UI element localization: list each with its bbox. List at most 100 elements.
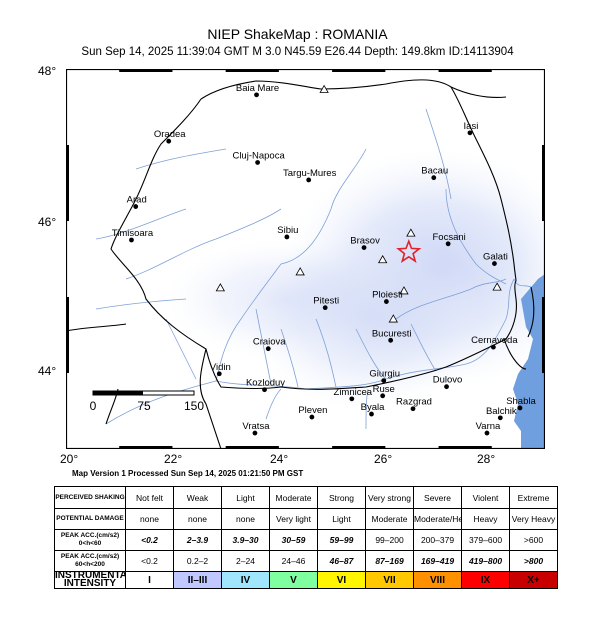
city-dot xyxy=(306,177,312,183)
legend-row-damage: POTENTIAL DAMAGE none none none Very lig… xyxy=(54,508,558,530)
city-label: Ploiesti xyxy=(372,290,403,301)
city-dot xyxy=(349,396,355,402)
intensity-shading xyxy=(166,239,406,359)
city-dot xyxy=(388,337,394,343)
city-dot xyxy=(252,430,258,436)
legend-cell: <0.2 xyxy=(125,550,174,572)
legend-cell: >600 xyxy=(509,529,558,551)
star-icon xyxy=(396,238,422,263)
legend-row-intensity: INSTRUMENTAL INTENSITY I II–III IV V VI … xyxy=(54,571,558,589)
scale-bar: 0 75 150 xyxy=(90,390,204,413)
shakemap: Baia Mare Oradea Iasi Cluj-Napoca Targu-Mure… xyxy=(66,69,545,449)
scale-label: 0 xyxy=(90,399,97,413)
legend-cell: Moderate xyxy=(269,486,318,509)
station-triangle-icon xyxy=(295,267,305,276)
city-label: Bucuresti xyxy=(372,328,412,339)
intensity-cell: VIII xyxy=(413,571,462,589)
city-dot xyxy=(410,406,416,412)
rivers xyxy=(95,108,545,430)
station-triangle-icon xyxy=(399,286,409,295)
event-info: Sun Sep 14, 2025 11:39:04 GMT M 3.0 N45.… xyxy=(81,46,514,58)
frame-tick xyxy=(225,69,279,72)
legend-cell: Weak xyxy=(173,486,222,509)
city-dot xyxy=(255,160,260,165)
city-label: Pleven xyxy=(298,405,327,416)
intensity-legend: PERCEIVED SHAKING Not felt Weak Light Mo… xyxy=(54,486,558,589)
legend-cell: 169–419 xyxy=(413,550,462,572)
city-dot xyxy=(369,411,374,417)
legend-cell: 30–59 xyxy=(269,529,318,551)
city-dot xyxy=(322,305,328,311)
city-label: Ruse xyxy=(373,384,395,395)
intensity-cell: IX xyxy=(461,571,510,589)
legend-cell: 24–46 xyxy=(269,550,318,572)
city-dot xyxy=(361,245,367,251)
city-dot xyxy=(490,344,496,350)
city-dot xyxy=(129,237,134,243)
city-label: Shabla xyxy=(506,396,536,407)
version-info: Map Version 1 Processed Sun Sep 14, 2025… xyxy=(72,469,304,478)
lat-label: 46° xyxy=(38,215,57,229)
scale-label: 150 xyxy=(184,399,204,413)
city-dot xyxy=(284,234,290,240)
city-dot xyxy=(383,299,389,304)
intensity-cell: VII xyxy=(365,571,414,589)
legend-cell: 99–200 xyxy=(365,529,414,551)
lon-label: 28° xyxy=(477,452,496,466)
frame-tick xyxy=(119,446,173,449)
city-label: Oradea xyxy=(154,129,186,140)
city-dot xyxy=(381,378,387,383)
lon-label: 24° xyxy=(270,452,289,466)
city-label: Dulovo xyxy=(433,375,463,386)
city-label: Bacau xyxy=(421,166,448,177)
legend-cell: Very Heavy xyxy=(509,508,558,530)
city-label: Varna xyxy=(476,421,501,432)
scale-label: 75 xyxy=(137,399,151,413)
legend-cell: none xyxy=(221,508,270,530)
legend-cell: 2–3.9 xyxy=(173,529,222,551)
legend-header: POTENTIAL DAMAGE xyxy=(54,508,126,530)
legend-cell: Light xyxy=(317,508,366,530)
legend-cell: Severe xyxy=(413,486,462,509)
city-label: Galati xyxy=(483,252,508,263)
legend-cell: 46–87 xyxy=(317,550,366,572)
city-dot xyxy=(492,261,497,266)
frame-tick xyxy=(119,69,173,72)
city-label: Baia Mare xyxy=(236,83,279,94)
city-dot xyxy=(467,130,473,136)
city-dot xyxy=(517,405,523,411)
map-title: NIEP ShakeMap : ROMANIA xyxy=(207,26,388,42)
lon-label: 20° xyxy=(60,452,79,466)
legend-cell: Moderate xyxy=(365,508,414,530)
city-dot xyxy=(444,384,449,390)
city-label: Vidin xyxy=(210,362,231,373)
map-frame xyxy=(66,69,545,449)
city-dot xyxy=(309,414,315,420)
legend-cell: Heavy xyxy=(461,508,510,530)
city-dot xyxy=(497,415,503,421)
city-label: Giurgiu xyxy=(369,369,400,380)
legend-header: PEAK ACC.(cm/s2) 60<h<200 xyxy=(54,550,126,572)
intensity-cell: I xyxy=(125,571,174,589)
legend-cell: 87–169 xyxy=(365,550,414,572)
frame-tick xyxy=(438,446,492,449)
legend-cell: Very light xyxy=(269,508,318,530)
station-triangle-icon xyxy=(215,283,226,292)
city-label: Brasov xyxy=(350,236,380,247)
city-label: Sibiu xyxy=(277,225,298,236)
city-label: Kozloduy xyxy=(246,378,285,389)
city-label: Pitesti xyxy=(313,296,339,307)
legend-row-acc-shallow: PEAK ACC.(cm/s2) 0<h<60 <0.2 2–3.9 3.9–3… xyxy=(54,529,558,551)
intensity-cell: V xyxy=(269,571,318,589)
city-label: Arad xyxy=(127,195,147,206)
frame-tick xyxy=(332,446,386,449)
legend-cell: Not felt xyxy=(125,486,174,509)
legend-cell: Light xyxy=(221,486,270,509)
cities: Baia Mare Oradea Iasi Cluj-Napoca Targu-Mure… xyxy=(112,83,536,436)
city-dot xyxy=(431,175,437,181)
lat-label: 44° xyxy=(38,364,57,378)
lat-label: 48° xyxy=(38,64,57,78)
legend-cell: 2–24 xyxy=(221,550,270,572)
legend-header: INSTRUMENTAL INTENSITY xyxy=(54,571,126,589)
station-triangle-icon xyxy=(319,84,329,93)
